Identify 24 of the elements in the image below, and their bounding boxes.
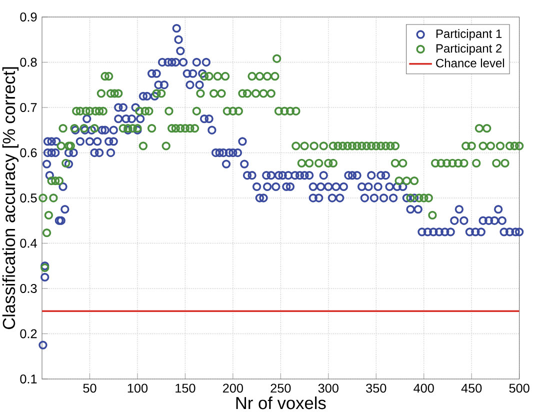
x-tick-label: 450 (461, 384, 482, 393)
x-axis-title: Nr of voxels (236, 396, 326, 410)
x-tick-label: 200 (222, 384, 243, 393)
legend-label: Participant 2 (436, 44, 502, 56)
y-tick-label: 0.1 (20, 374, 37, 384)
x-tick-label: 300 (318, 384, 338, 393)
y-tick-label: 0.4 (20, 238, 37, 248)
y-axis-title: Classification accuracy [% correct] (2, 67, 19, 330)
y-tick-label: 0.6 (20, 148, 37, 158)
x-tick-label: 50 (83, 384, 96, 393)
x-tick-label: 250 (270, 384, 291, 393)
y-tick-label: 0.7 (20, 103, 37, 112)
x-tick-label: 500 (509, 384, 530, 393)
x-tick-label: 400 (414, 384, 434, 393)
legend-label: Chance level (436, 58, 504, 68)
y-tick-label: 0.2 (20, 329, 37, 338)
y-tick-label: 0.3 (20, 284, 37, 293)
x-tick-label: 350 (366, 384, 386, 393)
legend-label: Participant 1 (436, 29, 502, 40)
x-tick-label: 150 (176, 384, 196, 393)
y-tick-label: 0.5 (20, 194, 37, 202)
y-tick-label: 0.8 (20, 58, 37, 67)
y-tick-label: 0.9 (20, 12, 37, 22)
x-tick-label: 100 (128, 384, 148, 393)
